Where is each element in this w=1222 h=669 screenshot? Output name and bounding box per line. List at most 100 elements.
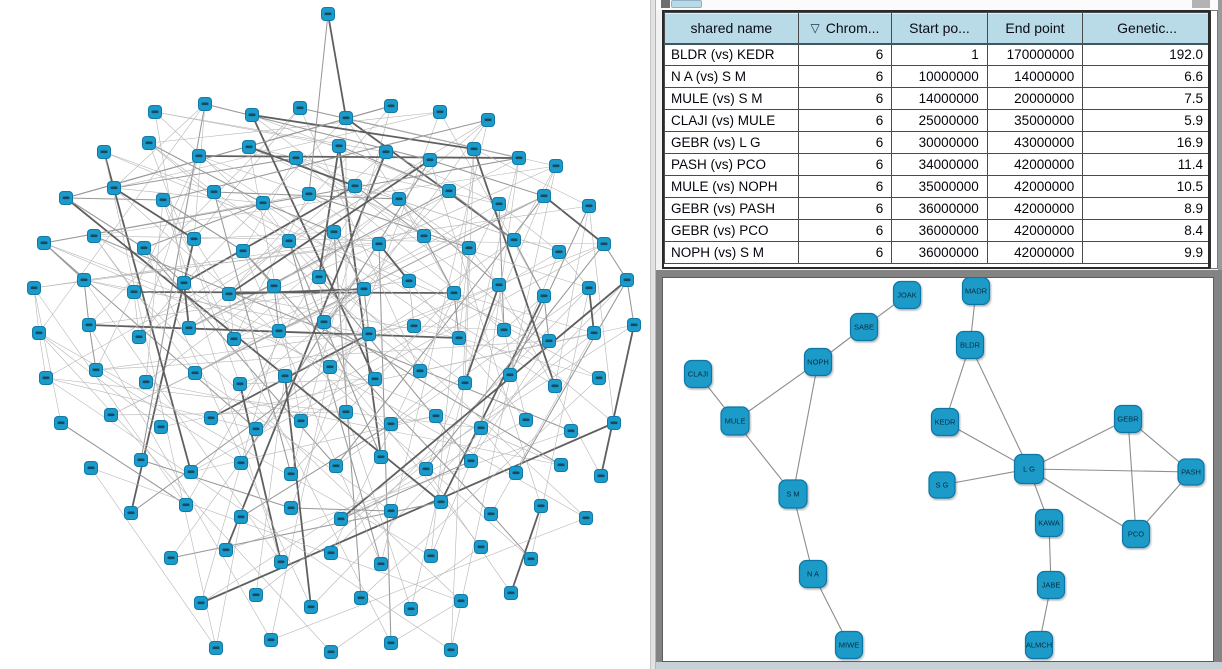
network-edge[interactable]	[363, 288, 370, 335]
network-edge[interactable]	[251, 114, 475, 150]
network-edge[interactable]	[95, 340, 550, 371]
table-cell[interactable]: 6	[797, 65, 893, 88]
subnetwork-edge[interactable]	[1028, 468, 1192, 473]
network-edge[interactable]	[33, 235, 425, 289]
table-cell[interactable]: 14000000	[891, 87, 988, 110]
network-edge[interactable]	[340, 460, 472, 520]
subnetwork-node-almch[interactable]	[1024, 630, 1054, 660]
network-edge[interactable]	[327, 13, 347, 119]
network-edge[interactable]	[183, 282, 190, 329]
network-edge[interactable]	[308, 193, 470, 249]
subnetwork-node-gebr[interactable]	[1113, 404, 1143, 434]
table-cell[interactable]: 6	[797, 197, 893, 220]
subnetwork-canvas[interactable]: JOAK SABE NOPH CLAJI MULE S M N A MIWE MADR BLDR K…	[663, 278, 1213, 661]
network-edge[interactable]	[225, 151, 387, 551]
subnetwork-node-l-g[interactable]	[1013, 453, 1045, 485]
network-edge[interactable]	[380, 119, 489, 565]
table-row[interactable]: N A (vs) S M 6 10000000 14000000 6.6	[664, 65, 1208, 88]
network-edge[interactable]	[239, 383, 282, 563]
network-edge[interactable]	[323, 288, 365, 323]
network-edge[interactable]	[193, 238, 230, 295]
table-cell[interactable]: 6	[797, 87, 893, 110]
table-cell[interactable]: 43000000	[986, 131, 1084, 154]
table-row[interactable]: PASH (vs) PCO 6 34000000 42000000 11.4	[664, 153, 1208, 176]
subnetwork-edge[interactable]	[1028, 468, 1137, 535]
network-edge[interactable]	[323, 190, 450, 323]
column-header-4[interactable]: Genetic...	[1082, 12, 1208, 45]
network-edge[interactable]	[330, 203, 500, 554]
network-edge[interactable]	[148, 142, 241, 385]
table-row[interactable]: NOPH (vs) S M 6 36000000 42000000 9.9	[664, 241, 1208, 264]
subnetwork-node-s-g[interactable]	[928, 471, 956, 499]
network-edge[interactable]	[194, 203, 500, 374]
network-edge[interactable]	[423, 235, 590, 289]
network-edge[interactable]	[239, 378, 376, 385]
network-edge[interactable]	[290, 507, 392, 512]
network-edge[interactable]	[145, 199, 164, 383]
table-cell[interactable]: 35000000	[986, 109, 1084, 132]
network-edge[interactable]	[300, 378, 376, 422]
network-edge[interactable]	[340, 419, 527, 520]
network-edge[interactable]	[295, 157, 425, 237]
network-edge[interactable]	[240, 423, 392, 518]
subnetwork-node-kawa[interactable]	[1034, 508, 1064, 538]
table-cell[interactable]: 36000000	[891, 241, 988, 264]
network-edge[interactable]	[284, 375, 312, 608]
table-cell[interactable]: PASH (vs) PCO	[664, 153, 799, 176]
network-edge[interactable]	[318, 276, 472, 462]
column-header-2[interactable]: Start po...	[891, 12, 988, 45]
network-edge[interactable]	[242, 250, 382, 565]
table-cell[interactable]: 16.9	[1082, 131, 1208, 154]
network-edge[interactable]	[148, 142, 215, 193]
network-edge[interactable]	[93, 235, 587, 519]
table-row[interactable]: CLAJI (vs) MULE 6 25000000 35000000 5.9	[664, 109, 1208, 132]
network-edge[interactable]	[93, 235, 135, 293]
table-cell[interactable]: 7.5	[1082, 87, 1208, 110]
network-edge[interactable]	[425, 165, 557, 470]
table-cell[interactable]: 170000000	[986, 43, 1084, 66]
network-edge[interactable]	[513, 239, 545, 297]
column-header-1[interactable]: ▽ Chrom...	[797, 12, 893, 45]
network-edge[interactable]	[90, 467, 217, 649]
network-edge[interactable]	[345, 411, 412, 610]
table-row[interactable]: GEBR (vs) PCO 6 36000000 42000000 8.4	[664, 219, 1208, 242]
network-edge[interactable]	[193, 103, 206, 240]
network-edge[interactable]	[60, 422, 187, 506]
network-edge[interactable]	[333, 231, 365, 290]
network-edge[interactable]	[408, 280, 415, 327]
network-edge[interactable]	[138, 282, 185, 338]
network-edge[interactable]	[162, 199, 392, 644]
network-edge[interactable]	[43, 157, 520, 244]
table-cell[interactable]: 20000000	[986, 87, 1084, 110]
table-row[interactable]: GEBR (vs) L G 6 30000000 43000000 16.9	[664, 131, 1208, 154]
network-edge[interactable]	[38, 332, 332, 653]
table-cell[interactable]: 42000000	[986, 175, 1084, 198]
network-edge[interactable]	[43, 242, 280, 332]
main-network-canvas[interactable]	[0, 0, 650, 669]
network-edge[interactable]	[329, 333, 370, 368]
table-cell[interactable]: 192.0	[1082, 43, 1208, 66]
subnetwork-node-madr[interactable]	[961, 278, 991, 306]
network-edge[interactable]	[515, 279, 628, 474]
network-edge[interactable]	[215, 516, 242, 649]
table-cell[interactable]: 6	[797, 131, 893, 154]
column-header-0[interactable]: shared name	[664, 12, 799, 45]
table-cell[interactable]: 5.9	[1082, 109, 1208, 132]
network-edge[interactable]	[354, 185, 425, 237]
network-edge[interactable]	[338, 145, 450, 192]
network-edge[interactable]	[43, 242, 85, 281]
network-edge[interactable]	[193, 231, 335, 240]
table-cell[interactable]: 8.9	[1082, 197, 1208, 220]
table-cell[interactable]: 14000000	[986, 65, 1084, 88]
subnetwork-edge[interactable]	[792, 361, 819, 495]
table-row[interactable]: BLDR (vs) KEDR 6 1 170000000 192.0	[664, 43, 1208, 66]
network-edge[interactable]	[360, 377, 600, 599]
table-cell[interactable]: BLDR (vs) KEDR	[664, 43, 799, 66]
subnetwork-node-pco[interactable]	[1121, 519, 1151, 549]
table-cell[interactable]: 6	[797, 43, 893, 66]
network-edge[interactable]	[162, 199, 282, 563]
network-edge[interactable]	[248, 146, 500, 205]
network-edge[interactable]	[430, 148, 475, 557]
subnetwork-node-bldr[interactable]	[955, 330, 985, 360]
network-edge[interactable]	[183, 185, 356, 284]
